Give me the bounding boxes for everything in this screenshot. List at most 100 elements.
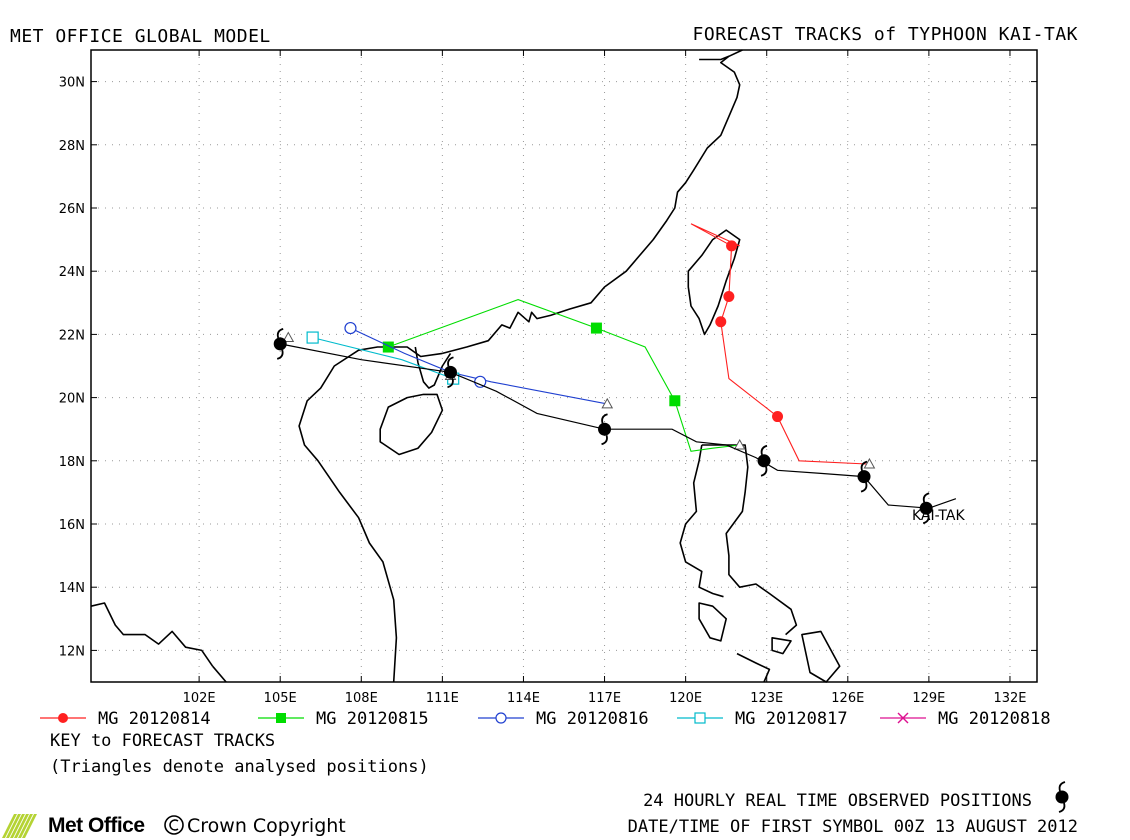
analysed-triangle (863, 457, 876, 469)
forecast-point (723, 290, 735, 302)
coast-luzon-east (701, 444, 798, 636)
forecast-point (590, 322, 602, 334)
lat-tick-label: 20N (59, 392, 85, 407)
coast-borneo-north (90, 602, 214, 667)
forecast-line (312, 337, 454, 380)
lat-tick-label: 26N (59, 202, 85, 217)
key-note: (Triangles denote analysed positions) (50, 757, 429, 777)
forecast-point (306, 331, 319, 344)
logo-stripe (14, 814, 29, 838)
typhoon-icon (443, 356, 457, 389)
lon-tick-label: 126E (831, 691, 864, 706)
forecast-point (58, 713, 68, 723)
legend: MG 20120814 MG 20120815 MG 20120816 MG 2012… (40, 709, 1051, 729)
legend-item-0: MG 20120814 (40, 709, 211, 729)
logo-stripe (6, 814, 21, 838)
legend-label: MG 20120816 (536, 709, 649, 729)
forecast-point (715, 316, 727, 328)
coastlines (90, 49, 841, 683)
typhoon-icon (857, 460, 871, 493)
coast-panay (736, 652, 771, 683)
coast-south-china (442, 49, 743, 355)
forecast-point (726, 240, 738, 252)
lon-tick-label: 132E (993, 691, 1026, 706)
logo-stripe (18, 814, 33, 838)
lat-tick-label: 18N (59, 455, 85, 470)
forecast-point (495, 712, 507, 724)
coast-hainan (379, 393, 444, 456)
observed-positions-label: 24 HOURLY REAL TIME OBSERVED POSITIONS (643, 791, 1032, 811)
forecast-track-1 (382, 299, 740, 452)
analysed-triangle (601, 397, 614, 409)
lat-tick-label: 24N (59, 265, 85, 280)
logo-stripe (10, 814, 25, 838)
lat-tick-label: 16N (59, 518, 85, 533)
coast-leizhou (414, 346, 452, 389)
key-title: KEY to FORECAST TRACKS (50, 731, 275, 751)
forecast-point (382, 341, 394, 353)
axis-ticks: 102E 105E 108E 111E 114E 117E 120E 123E 126E 129E… (59, 50, 1037, 706)
forecast-line (690, 223, 867, 465)
lat-tick-label: 12N (59, 644, 85, 659)
plot-frame (90, 49, 1038, 683)
lat-tick-label: 14N (59, 581, 85, 596)
legend-label: MG 20120815 (316, 709, 429, 729)
typhoon-icon (598, 413, 612, 446)
forecast-tracks (280, 223, 876, 469)
legend-label: MG 20120818 (938, 709, 1051, 729)
typhoon-icon (1055, 781, 1069, 813)
observed-track (273, 328, 957, 525)
datetime-label: DATE/TIME OF FIRST SYMBOL 00Z 13 AUGUST … (628, 817, 1078, 837)
coast-luzon-west (679, 444, 724, 598)
forecast-line (388, 299, 740, 452)
observed-line (280, 343, 957, 509)
legend-item-3: MG 20120817 (677, 709, 848, 729)
copyright-text: Crown Copyright (187, 815, 346, 837)
lat-tick-label: 22N (59, 328, 85, 343)
legend-item-1: MG 20120815 (258, 709, 429, 729)
forecast-point (669, 395, 681, 407)
lon-tick-label: 105E (264, 691, 297, 706)
typhoon-icon (1055, 781, 1069, 813)
typhoon-icon (273, 328, 287, 360)
coast-yangtze (699, 55, 730, 61)
lon-tick-label: 108E (345, 691, 378, 706)
lon-tick-label: 111E (426, 691, 459, 706)
lat-tick-label: 28N (59, 139, 85, 154)
coast-china-mainland (298, 346, 443, 683)
forecast-point (694, 712, 706, 724)
lon-tick-label: 129E (912, 691, 945, 706)
forecast-point (276, 713, 286, 723)
copyright-icon (164, 815, 184, 835)
grid-lines (91, 50, 1037, 682)
coast-cambodia (211, 665, 227, 683)
legend-label: MG 20120814 (98, 709, 211, 729)
forecast-point (344, 321, 357, 335)
analysed-triangle (733, 438, 746, 450)
forecast-point (772, 411, 784, 423)
header-left-title: MET OFFICE GLOBAL MODEL (10, 26, 271, 47)
legend-item-2: MG 20120816 (478, 709, 649, 729)
forecast-track-3 (306, 331, 460, 385)
lon-tick-label: 120E (669, 691, 702, 706)
lon-tick-label: 102E (183, 691, 216, 706)
storm-label: KAI-TAK (912, 508, 965, 524)
coast-masbate (771, 637, 792, 655)
lon-tick-label: 114E (507, 691, 540, 706)
coast-mindoro (698, 602, 727, 642)
lat-tick-label: 30N (59, 76, 85, 91)
logo-stripe (22, 814, 37, 838)
forecast-line (350, 327, 608, 405)
typhoon-icon (757, 444, 771, 477)
coast-samar (801, 630, 841, 683)
forecast-track-0 (690, 223, 867, 465)
forecast-point (897, 712, 909, 724)
logo-stripe (2, 814, 17, 838)
met-office-logo-text: Met Office (48, 814, 145, 837)
met-office-logo-icon (2, 814, 37, 838)
legend-label: MG 20120817 (735, 709, 848, 729)
header-right-title: FORECAST TRACKS of TYPHOON KAI-TAK (693, 24, 1078, 45)
analysed-triangle (282, 331, 295, 343)
lon-tick-label: 123E (750, 691, 783, 706)
